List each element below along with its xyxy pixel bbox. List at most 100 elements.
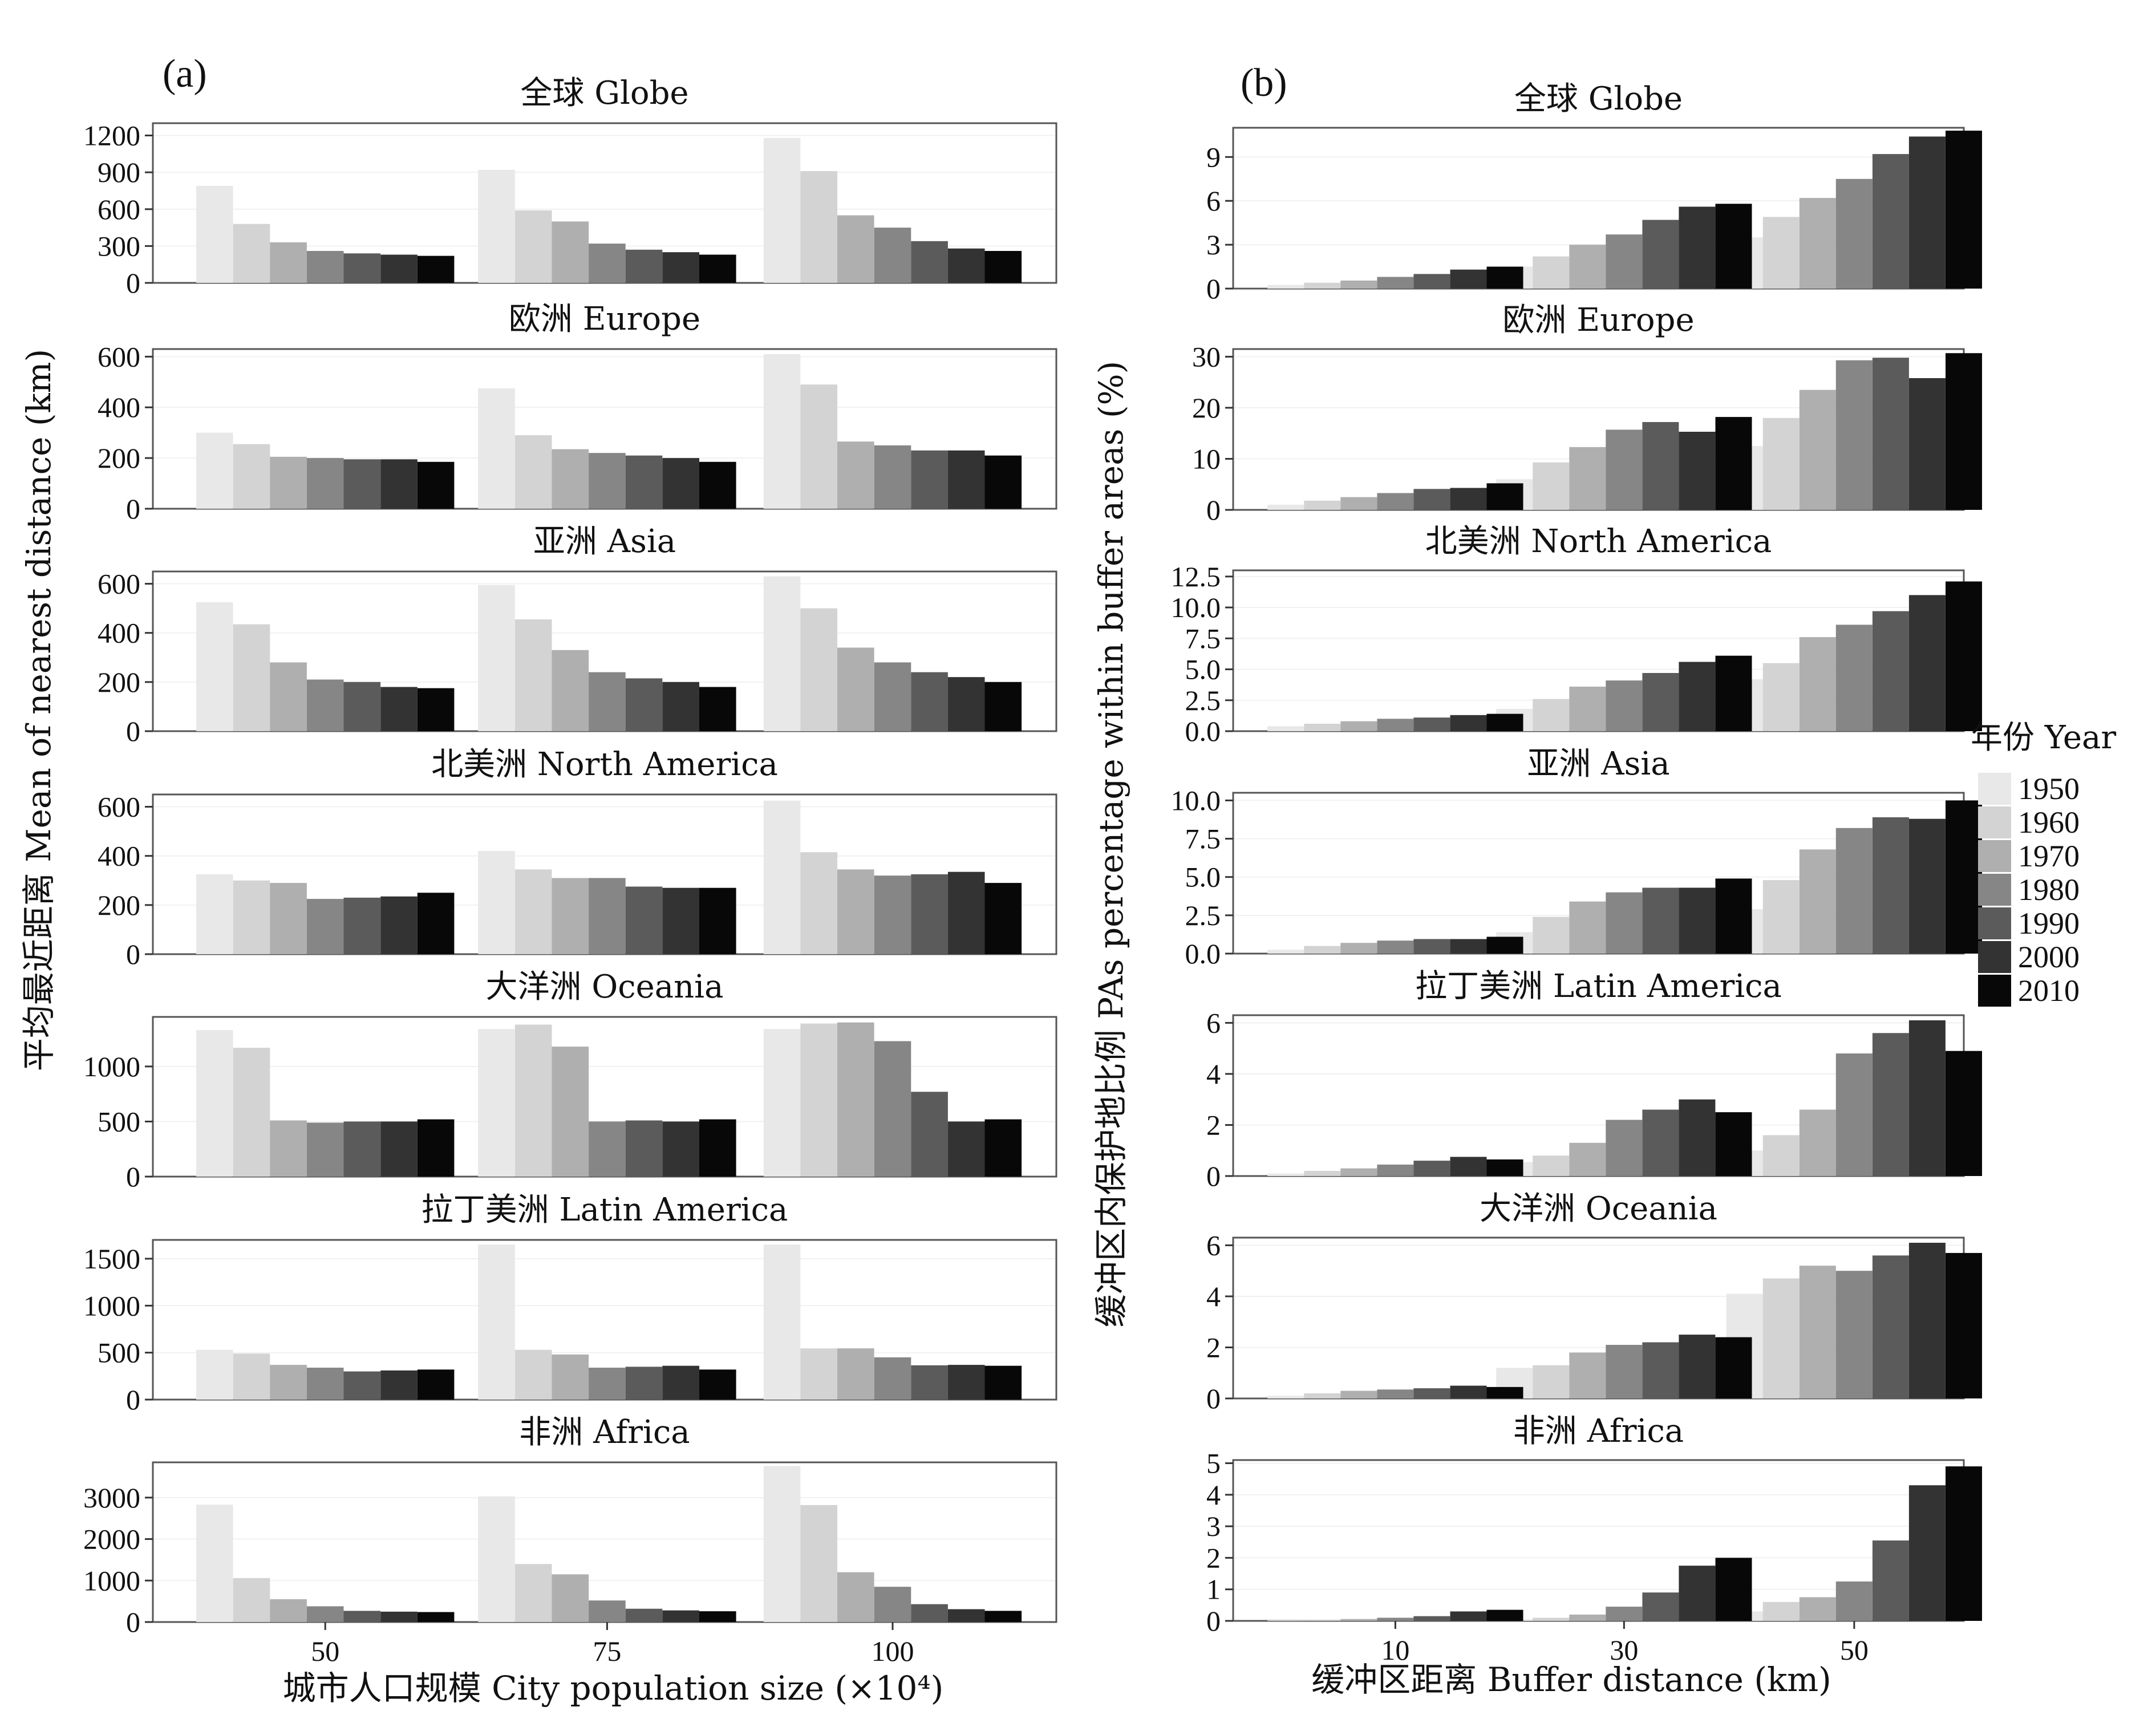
bar-1960-75 bbox=[514, 619, 552, 731]
bar-2010-50 bbox=[417, 461, 455, 509]
bar-2000-30 bbox=[1679, 1566, 1716, 1621]
bar-2010-75 bbox=[699, 1369, 736, 1400]
bar-2010-100 bbox=[984, 455, 1022, 509]
bar-1960-75 bbox=[514, 1024, 552, 1177]
bar-1950-50 bbox=[196, 1030, 233, 1177]
bar-1980-10 bbox=[1377, 1164, 1414, 1176]
y-tick-label: 0 bbox=[1206, 494, 1221, 526]
bar-1970-30 bbox=[1569, 245, 1606, 289]
bar-1980-50 bbox=[1835, 1581, 1873, 1621]
bar-1950-10 bbox=[1267, 505, 1304, 510]
bar-1980-100 bbox=[874, 1357, 911, 1400]
bar-1960-75 bbox=[514, 210, 552, 283]
bar-2000-50 bbox=[1908, 136, 1946, 289]
y-tick-label: 200 bbox=[98, 889, 140, 921]
bar-1970-30 bbox=[1569, 686, 1606, 731]
bar-1960-50 bbox=[1762, 1135, 1800, 1176]
bar-1990-10 bbox=[1413, 489, 1450, 510]
bar-1990-100 bbox=[911, 450, 948, 509]
bar-1990-30 bbox=[1642, 220, 1679, 289]
bar-1980-100 bbox=[874, 662, 911, 731]
bar-2010-10 bbox=[1486, 266, 1523, 289]
bar-2000-10 bbox=[1450, 488, 1487, 510]
bar-2010-50 bbox=[417, 256, 455, 283]
bar-1950-75 bbox=[478, 169, 515, 283]
bar-1970-75 bbox=[552, 1354, 589, 1400]
bar-1980-50 bbox=[306, 1606, 344, 1622]
bar-1970-10 bbox=[1340, 280, 1377, 289]
bar-2000-75 bbox=[662, 458, 699, 509]
y-tick-label: 5.0 bbox=[1185, 654, 1221, 686]
y-tick-label: 0 bbox=[1206, 273, 1221, 305]
bar-2010-50 bbox=[1946, 800, 1982, 954]
bar-1960-10 bbox=[1304, 724, 1341, 731]
y-tick-label: 6 bbox=[1206, 1007, 1221, 1039]
bar-1990-100 bbox=[911, 672, 948, 731]
panel-label-b: (b) bbox=[1241, 61, 1287, 105]
x-tick-label: 30 bbox=[1610, 1634, 1638, 1666]
legend-swatch-1950 bbox=[1978, 773, 2011, 805]
bar-1990-30 bbox=[1642, 887, 1679, 954]
bar-1980-50 bbox=[306, 1368, 344, 1400]
bar-1960-10 bbox=[1304, 1171, 1341, 1176]
bar-2000-75 bbox=[662, 252, 699, 283]
bar-1980-10 bbox=[1377, 1617, 1414, 1621]
legend-swatch-2010 bbox=[1978, 975, 2011, 1007]
bar-1950-75 bbox=[478, 851, 515, 954]
bar-1970-75 bbox=[552, 221, 589, 283]
legend-title: 年份 Year bbox=[1971, 719, 2116, 756]
y-tick-label: 3 bbox=[1206, 1510, 1221, 1542]
y-tick-label: 1 bbox=[1206, 1574, 1221, 1605]
y-tick-label: 600 bbox=[98, 791, 140, 823]
bar-1960-50 bbox=[233, 444, 270, 509]
bar-1960-100 bbox=[800, 608, 837, 731]
bar-2000-10 bbox=[1450, 939, 1487, 954]
facet-title: 北美洲 North America bbox=[1425, 523, 1772, 560]
legend-label-2000: 2000 bbox=[2018, 940, 2080, 974]
bar-1980-75 bbox=[589, 1600, 626, 1622]
y-tick-label: 0 bbox=[126, 267, 140, 299]
x-tick-label: 100 bbox=[871, 1635, 914, 1667]
y-tick-label: 5.0 bbox=[1185, 861, 1221, 893]
bar-1990-30 bbox=[1642, 422, 1679, 510]
bar-1980-10 bbox=[1377, 940, 1414, 954]
bar-1970-50 bbox=[270, 883, 307, 954]
facet-a-3: 北美洲 North America 0 200 400 600 bbox=[98, 746, 1057, 970]
bar-2000-30 bbox=[1679, 206, 1716, 289]
bar-1960-100 bbox=[800, 1348, 837, 1400]
facet-b-2: 北美洲 North America 0.02.55.07.510.012.5 bbox=[1171, 523, 1982, 747]
bar-1960-75 bbox=[514, 1564, 552, 1622]
bar-1980-50 bbox=[306, 679, 344, 731]
bar-1970-30 bbox=[1569, 1352, 1606, 1398]
bar-2010-75 bbox=[699, 887, 736, 954]
y-tick-label: 2.5 bbox=[1185, 899, 1221, 931]
y-tick-label: 2000 bbox=[83, 1523, 140, 1555]
bar-2010-100 bbox=[984, 682, 1022, 731]
bar-1990-50 bbox=[1872, 817, 1909, 954]
bar-1970-30 bbox=[1569, 1614, 1606, 1621]
bar-1980-30 bbox=[1606, 1607, 1643, 1621]
bar-2000-10 bbox=[1450, 1157, 1487, 1176]
chart-a: 全球 Globe 0 300 600 900 1200 欧洲 Europe 0 200 400 60… bbox=[83, 75, 1057, 1667]
bar-1990-75 bbox=[625, 886, 663, 954]
bar-2010-30 bbox=[1715, 1558, 1752, 1621]
bar-1990-50 bbox=[343, 1371, 381, 1400]
bar-1960-10 bbox=[1304, 946, 1341, 954]
bar-1980-30 bbox=[1606, 234, 1643, 289]
y-tick-label: 10.0 bbox=[1171, 591, 1221, 623]
y-tick-label: 6 bbox=[1206, 185, 1221, 217]
bar-1970-50 bbox=[270, 1120, 307, 1177]
facet-title: 欧洲 Europe bbox=[509, 301, 700, 338]
bar-1960-30 bbox=[1533, 1617, 1570, 1621]
bar-2000-50 bbox=[1908, 1485, 1946, 1621]
bar-1950-100 bbox=[763, 1244, 801, 1400]
legend-label-1970: 1970 bbox=[2018, 839, 2080, 873]
bar-2000-100 bbox=[947, 677, 985, 731]
bar-1970-75 bbox=[552, 449, 589, 509]
bar-1960-75 bbox=[514, 435, 552, 509]
bar-1970-50 bbox=[270, 662, 307, 731]
bar-1990-75 bbox=[625, 455, 663, 509]
bar-1980-50 bbox=[306, 899, 344, 954]
y-tick-label: 400 bbox=[98, 840, 140, 872]
bar-1980-75 bbox=[589, 878, 626, 954]
